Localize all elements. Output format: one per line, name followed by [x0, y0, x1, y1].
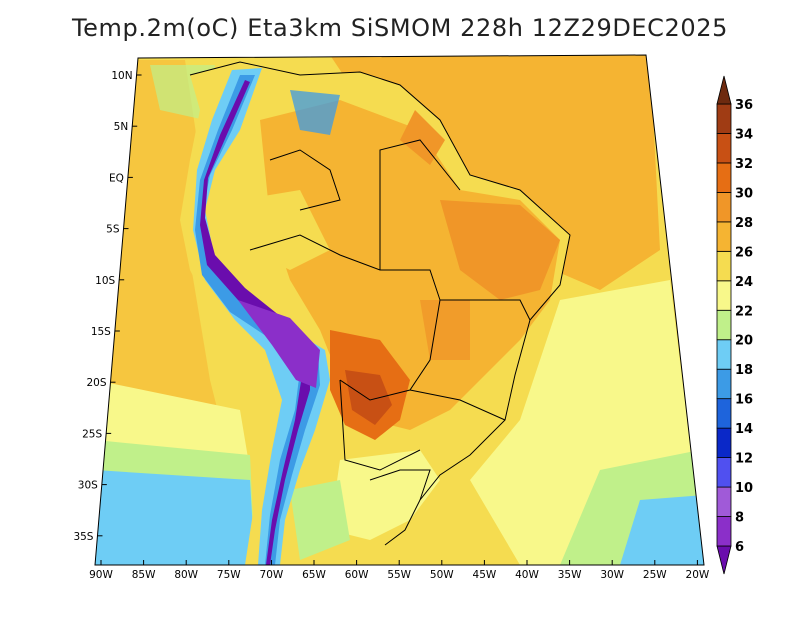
colorbar-label: 12 [735, 452, 753, 467]
colorbar-bin [716, 398, 732, 429]
lat-tick-label: 35S [73, 531, 93, 543]
border-interior-6 [369, 469, 431, 501]
lat-tick-label: 25S [82, 428, 102, 440]
temperature-field [95, 55, 704, 565]
colorbar-bin [716, 339, 732, 370]
colorbar-label: 20 [735, 334, 753, 349]
lon-tick-label: 80W [174, 569, 198, 581]
colorbar-bin [716, 309, 732, 341]
colorbar-label: 16 [735, 393, 753, 408]
border-interior-3 [440, 299, 531, 321]
border-interior-1 [249, 234, 441, 401]
lon-tick-label: 65W [302, 569, 326, 581]
lon-tick-label: 60W [345, 569, 369, 581]
lat-tick-label: 5S [106, 224, 120, 236]
colorbar-bin [716, 516, 732, 547]
colorbar-label: 24 [735, 275, 753, 290]
lon-tick-label: 75W [217, 569, 241, 581]
lat-tick-label: 30S [78, 480, 98, 492]
colorbar-bin [716, 427, 732, 458]
lon-tick-label: 20W [686, 569, 710, 581]
temperature-colorbar: 6 8 10 12 14 16 18 20 22 24 26 28 30 32 34 36 [716, 75, 753, 575]
colorbar-label: 26 [735, 245, 753, 260]
lat-tick-label: 10S [95, 275, 115, 287]
colorbar-label: 36 [735, 98, 753, 113]
altiplano-cold-region [238, 300, 320, 388]
colorbar-bin [716, 250, 732, 282]
colorbar-label: 10 [735, 481, 753, 496]
colorbar-bin [716, 457, 732, 488]
colorbar-bin [716, 221, 732, 252]
patagonia-cool [290, 480, 350, 560]
hottest-core-chaco [345, 370, 392, 425]
colorbar-label: 14 [735, 422, 753, 437]
lon-tick-label: 35W [558, 569, 582, 581]
lat-tick-label: 15S [91, 326, 111, 338]
border-interior-7 [269, 149, 341, 211]
colorbar-label: 22 [735, 304, 753, 319]
lon-tick-label: 70W [260, 569, 284, 581]
border-interior-4 [409, 389, 506, 421]
colorbar-label: 18 [735, 363, 753, 378]
colorbar-label: 34 [735, 127, 753, 142]
lon-tick-label: 25W [643, 569, 667, 581]
lon-tick-label: 85W [132, 569, 156, 581]
border-interior-5 [339, 379, 421, 471]
colorbar-label: 6 [735, 540, 744, 555]
colorbar-label: 32 [735, 157, 753, 172]
colorbar-label: 30 [735, 186, 753, 201]
coastline-east [189, 61, 571, 546]
country-boundaries [189, 61, 571, 546]
guiana-highlands-cool [290, 90, 340, 135]
south-atlantic-cold-band [620, 495, 704, 565]
colorbar-label: 8 [735, 511, 744, 526]
lat-tick-label: 5N [114, 121, 129, 133]
lon-tick-label: 40W [515, 569, 539, 581]
map-frame [94, 54, 705, 566]
pacific-cold-band [95, 470, 255, 565]
colorbar-bin [716, 162, 732, 193]
lon-tick-label: 55W [387, 569, 411, 581]
colorbar-bin [716, 191, 732, 223]
lon-tick-label: 50W [430, 569, 454, 581]
map-title: Temp.2m(oC) Eta3km SiSMOM 228h 12Z29DEC2… [71, 14, 728, 42]
colorbar-bin [716, 133, 732, 164]
lon-tick-label: 90W [89, 569, 113, 581]
colorbar-bin [716, 486, 732, 517]
colorbar-bin [716, 103, 732, 134]
border-interior-2 [379, 139, 461, 270]
southern-cone-cool [330, 450, 440, 540]
hot-guiana-patch [400, 110, 445, 165]
lat-tick-label: 20S [86, 377, 106, 389]
colorbar-bin [716, 368, 732, 400]
cooler-amazon-patch [240, 190, 330, 270]
lon-tick-label: 30W [600, 569, 624, 581]
colorbar-label: 28 [735, 216, 753, 231]
latitude-axis: 10N 5N EQ 5S 10S 15S 20S 25S 30S 35S [73, 70, 142, 543]
hot-northeast-brazil [440, 200, 560, 300]
lat-tick-label: EQ [109, 172, 124, 184]
lon-tick-label: 45W [473, 569, 497, 581]
lat-tick-label: 10N [111, 70, 132, 82]
colorbar-low-triangle [716, 545, 732, 575]
colorbar-high-triangle [716, 75, 732, 105]
colorbar-bin [716, 280, 732, 311]
longitude-axis: 90W 85W 80W 75W 70W 65W 60W 55W 50W 45W 40W 35W 30W 2… [89, 560, 710, 581]
